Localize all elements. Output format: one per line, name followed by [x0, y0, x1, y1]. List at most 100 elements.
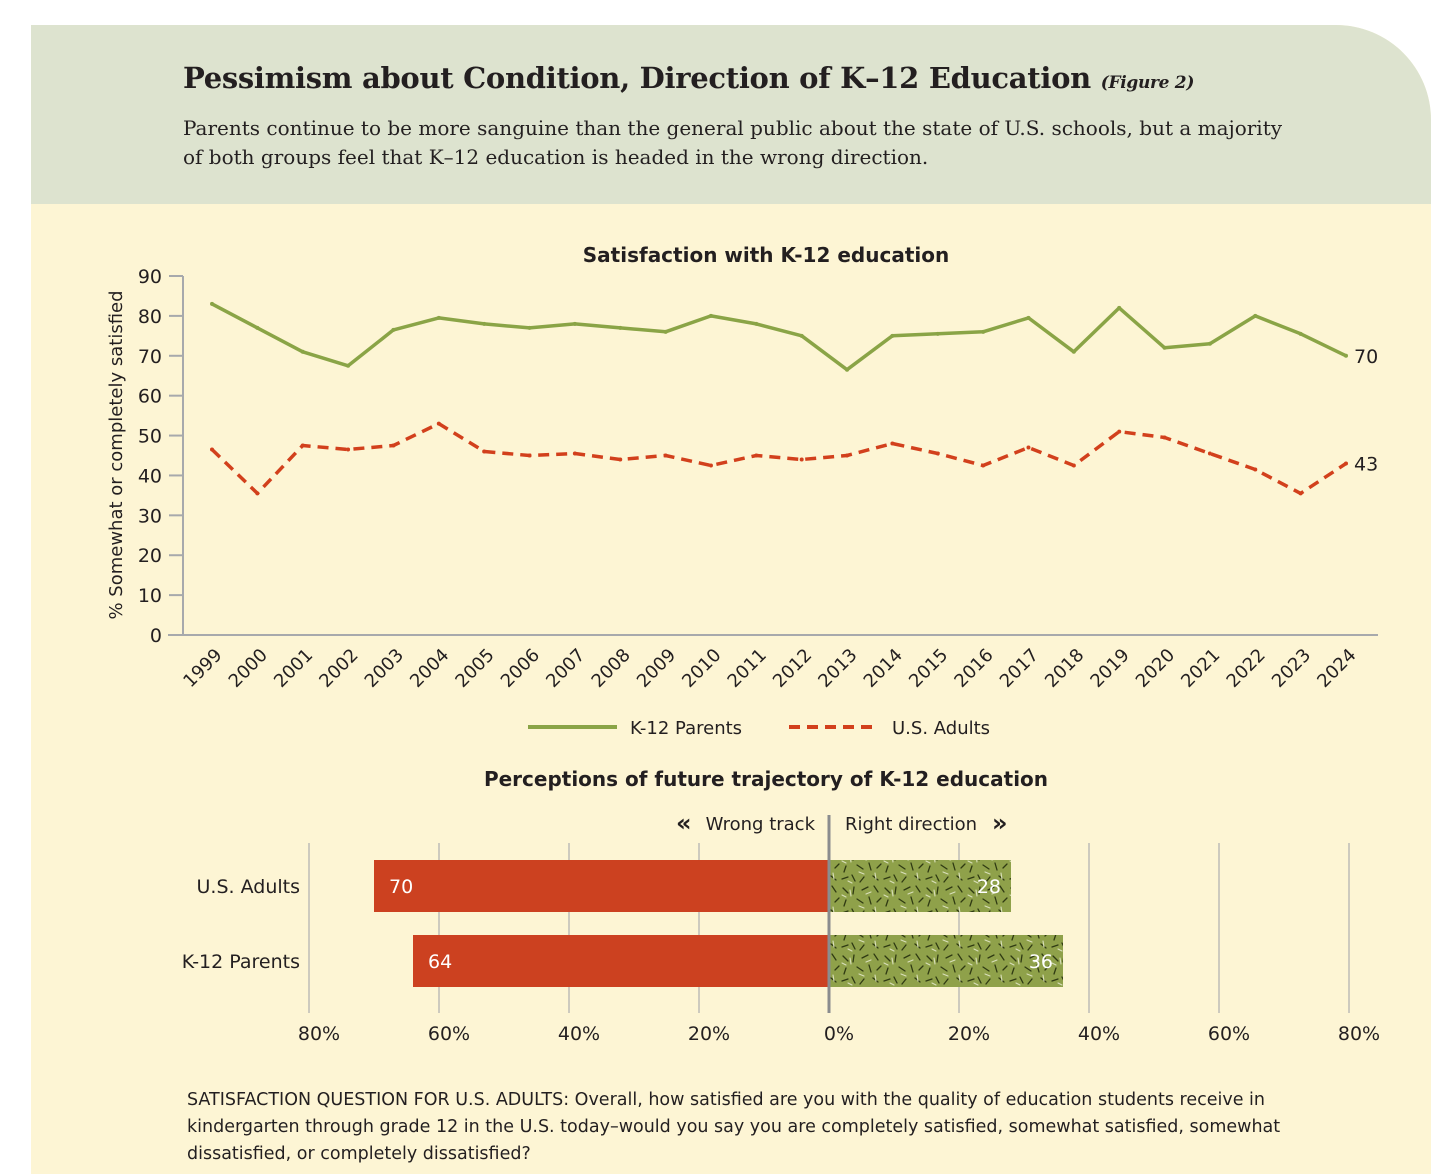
- y-tick-label: 30: [138, 505, 162, 527]
- series-line-adults: [210, 421, 1347, 496]
- y-tick-label: 20: [138, 545, 162, 567]
- data-point: [391, 327, 396, 332]
- data-point: [1298, 491, 1303, 496]
- bar-x-tick-label: 20%: [948, 1023, 990, 1045]
- x-tick-label: 2018: [1041, 645, 1088, 692]
- y-tick-label: 40: [138, 465, 162, 487]
- x-tick-label: 2015: [905, 645, 952, 692]
- x-tick-label: 2002: [315, 645, 362, 692]
- y-tick-label: 50: [138, 426, 162, 448]
- x-tick-label: 2021: [1177, 645, 1224, 692]
- bar-x-ticks: 80% 60% 40% 20% 0% 20% 40% 60% 80%: [298, 1023, 1380, 1045]
- bar-right-direction: [829, 860, 1011, 912]
- data-point: [391, 443, 396, 448]
- data-point: [1117, 305, 1122, 310]
- data-point: [346, 363, 351, 368]
- question-note: SATISFACTION QUESTION FOR U.S. ADULTS: O…: [187, 1090, 1281, 1164]
- series-line-parents: [211, 302, 1347, 372]
- data-point: [210, 447, 214, 452]
- data-point: [1117, 429, 1122, 434]
- y-tick-label: 0: [150, 625, 162, 647]
- x-tick-label: 2011: [724, 645, 771, 692]
- data-point: [799, 457, 804, 462]
- bar-category-label: U.S. Adults: [197, 876, 300, 898]
- bar-x-tick-label: 80%: [298, 1023, 340, 1045]
- data-point: [482, 321, 487, 326]
- data-point: [300, 443, 305, 448]
- data-point: [845, 453, 850, 458]
- data-point: [935, 451, 940, 456]
- x-tick-label: 1999: [179, 645, 226, 692]
- right-direction-label: Right direction: [845, 814, 977, 835]
- y-tick-label: 60: [138, 386, 162, 408]
- x-tick-label: 2022: [1223, 645, 1270, 692]
- bar-x-tick-label: 40%: [1078, 1023, 1120, 1045]
- data-point: [1026, 445, 1031, 450]
- right-direction-marker: »: [992, 809, 1008, 837]
- x-tick-label: 2001: [270, 645, 317, 692]
- bar-value-label: 28: [977, 876, 1001, 898]
- data-point: [1344, 461, 1348, 466]
- x-tick-label: 2006: [497, 645, 544, 692]
- data-point: [1162, 435, 1167, 440]
- bar-x-tick-label: 40%: [558, 1023, 600, 1045]
- data-point: [663, 453, 668, 458]
- wrong-track-marker: «: [676, 809, 692, 837]
- data-point: [981, 329, 986, 334]
- data-point: [527, 325, 532, 330]
- data-point: [1207, 451, 1212, 456]
- data-point: [935, 331, 940, 336]
- data-point: [1253, 467, 1258, 472]
- data-point: [1344, 353, 1348, 358]
- x-tick-label: 2009: [633, 645, 680, 692]
- x-tick-label: 2023: [1268, 645, 1315, 692]
- data-point: [1253, 313, 1258, 318]
- figure-header: Pessimism about Condition, Direction of …: [31, 25, 1431, 204]
- data-point: [1162, 345, 1167, 350]
- bar-chart-title: Perceptions of future trajectory of K-12…: [484, 767, 1048, 791]
- data-point: [300, 349, 305, 354]
- x-tick-label: 2007: [542, 645, 589, 692]
- x-tick-label: 2005: [451, 645, 498, 692]
- y-tick-label: 90: [138, 266, 162, 288]
- data-point: [618, 325, 623, 330]
- bar-value-label: 36: [1029, 951, 1053, 973]
- data-point: [1071, 349, 1076, 354]
- figure-title: Pessimism about Condition, Direction of …: [183, 61, 1194, 95]
- data-point: [1207, 341, 1212, 346]
- data-point: [346, 447, 351, 452]
- bar-series: U.S. Adults 70 28 K-12 Parents 64 36: [182, 860, 1063, 987]
- data-point: [436, 315, 441, 320]
- x-tick-label: 2004: [406, 645, 453, 692]
- x-tick-label: 2014: [860, 645, 907, 692]
- x-tick-label: 2019: [1086, 645, 1133, 692]
- data-point: [527, 453, 532, 458]
- y-tick-label: 80: [138, 306, 162, 328]
- data-point: [255, 325, 260, 330]
- data-point: [981, 463, 986, 468]
- y-axis-label: % Somewhat or completely satisfied: [106, 290, 127, 619]
- bar-x-tick-label: 0%: [824, 1023, 854, 1045]
- y-tick-label: 10: [138, 585, 162, 607]
- x-tick-label: 2016: [950, 645, 997, 692]
- x-tick-label: 2020: [1132, 645, 1179, 692]
- data-point: [845, 367, 850, 372]
- figure-subtitle: Parents continue to be more sanguine tha…: [183, 116, 1283, 169]
- line-chart-title: Satisfaction with K-12 education: [583, 243, 949, 267]
- x-tick-label: 2010: [678, 645, 725, 692]
- y-tick-label: 70: [138, 346, 162, 368]
- data-point: [1026, 315, 1031, 320]
- x-tick-label: 2013: [814, 645, 861, 692]
- bar-wrong-track: [374, 860, 829, 912]
- data-point: [663, 329, 668, 334]
- wrong-track-label: Wrong track: [706, 814, 816, 835]
- bar-x-tick-label: 60%: [428, 1023, 470, 1045]
- end-value-label: 43: [1354, 453, 1378, 475]
- bar-value-label: 64: [428, 951, 452, 973]
- data-point: [754, 453, 759, 458]
- x-tick-label: 2000: [225, 645, 272, 692]
- data-point: [1298, 331, 1303, 336]
- bar-wrong-track: [413, 935, 829, 987]
- data-point: [482, 449, 487, 454]
- bar-x-tick-label: 80%: [1338, 1023, 1380, 1045]
